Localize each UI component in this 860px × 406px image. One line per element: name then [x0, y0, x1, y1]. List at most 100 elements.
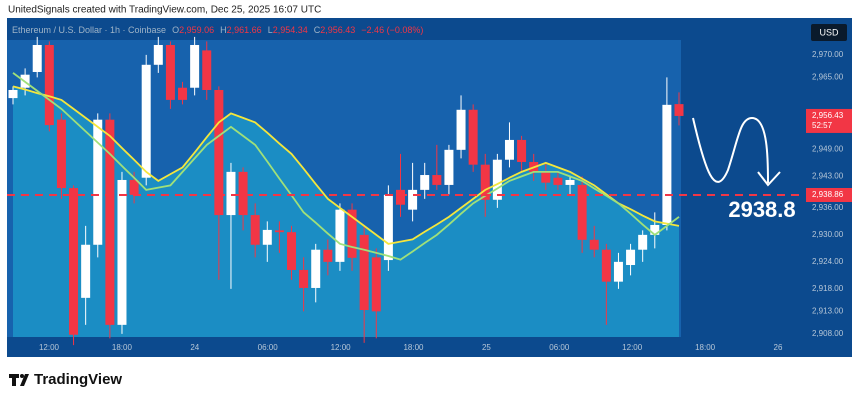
x-tick-label: 06:00	[549, 343, 570, 352]
candle-body	[153, 44, 163, 65]
legend-value: 2,959.06	[179, 25, 214, 35]
last-price-label: 2,956.43	[812, 111, 844, 120]
candle-body	[262, 229, 272, 245]
legend-label: O	[172, 25, 179, 35]
candle-body	[468, 109, 478, 165]
candle-body	[541, 171, 551, 183]
legend-value: 2,961.66	[227, 25, 262, 35]
currency-box	[811, 24, 847, 41]
candle-body	[383, 194, 393, 261]
candle-body	[626, 249, 636, 266]
legend-change: −2.46 (−0.08%)	[361, 25, 423, 35]
x-tick-label: 18:00	[112, 343, 133, 352]
symbol: Ethereum / U.S. Dollar · 1h · Coinbase	[12, 25, 166, 35]
y-tick-label: 2,930.00	[812, 230, 844, 239]
y-tick-label: 2,949.00	[812, 144, 844, 153]
candle-body	[81, 244, 91, 298]
candle-body	[287, 232, 297, 270]
annotation: 2938.8	[728, 197, 795, 222]
candle-body	[44, 44, 54, 126]
candle-body	[480, 164, 490, 200]
legend-label: L	[268, 25, 273, 35]
candle-body	[674, 104, 684, 116]
candle-body	[408, 189, 418, 210]
candle-body	[517, 139, 527, 162]
plot	[8, 36, 684, 346]
x-tick-label: 24	[190, 343, 199, 352]
candle-body	[93, 119, 103, 245]
candle-body	[178, 87, 188, 100]
y-tick-label: 2,965.00	[812, 73, 844, 82]
candle-body	[347, 209, 357, 258]
legend-value: 2,956.43	[320, 25, 355, 35]
legend-value: 2,954.34	[273, 25, 308, 35]
countdown: 52:57	[812, 121, 833, 130]
currency: USD	[819, 27, 839, 37]
candle-body	[8, 89, 18, 99]
logo-text: TradingView	[34, 371, 122, 388]
candle-body	[601, 249, 611, 282]
candle-body	[662, 104, 672, 225]
candle-body	[371, 257, 381, 312]
candle-body	[650, 224, 660, 235]
candle-body	[613, 261, 623, 282]
candle-body	[165, 44, 175, 100]
x-tick-label: 26	[774, 343, 783, 352]
arrow	[692, 116, 781, 187]
candle-body	[420, 175, 430, 190]
area	[13, 86, 679, 337]
candle-body	[274, 230, 284, 233]
y-tick-label: 2,924.00	[812, 257, 844, 266]
candle-body	[432, 175, 442, 185]
candle-body	[444, 149, 454, 185]
candle-body	[190, 44, 200, 88]
candle-body	[323, 249, 333, 262]
price-badge	[806, 188, 852, 203]
legend-label: C	[314, 25, 321, 35]
candle-body	[32, 44, 42, 72]
candle-body	[56, 119, 66, 189]
candle-body	[117, 179, 127, 325]
candle-body	[105, 119, 115, 325]
x-tick-label: 18:00	[695, 343, 716, 352]
candle-body	[577, 184, 587, 240]
candle-body	[553, 177, 563, 185]
candle-body	[589, 239, 599, 250]
x-tick-label: 18:00	[403, 343, 424, 352]
y-tick-label: 2,908.00	[812, 329, 844, 338]
candle-body	[202, 50, 212, 90]
legend: Ethereum / U.S. Dollar · 1h · Coinbase O2…	[12, 25, 423, 35]
credit: UnitedSignals created with TradingView.c…	[8, 5, 321, 16]
candle-body	[456, 109, 466, 150]
candle-body	[226, 171, 236, 216]
ma-line	[12, 85, 680, 245]
candle-body	[311, 249, 321, 288]
y-tick-label: 2,970.00	[812, 50, 844, 59]
x-tick-label: 12:00	[39, 343, 60, 352]
candle-body	[504, 139, 514, 160]
candle-body	[129, 179, 139, 195]
candle-body	[214, 89, 224, 216]
y-tick-label: 2,936.00	[812, 203, 844, 212]
candle-body	[299, 269, 309, 288]
candle-body	[492, 159, 502, 200]
candle-body	[238, 171, 248, 216]
x-tick-label: 12:00	[331, 343, 352, 352]
legend-label: H	[220, 25, 227, 35]
logo	[9, 374, 29, 386]
candle-body	[359, 234, 369, 311]
y-tick-label: 2,913.00	[812, 306, 844, 315]
candle-body	[638, 234, 648, 250]
last-price-badge	[806, 108, 852, 133]
price-badge-label: 2,938.86	[812, 190, 844, 199]
x-tick-label: 06:00	[258, 343, 279, 352]
candle-body	[335, 209, 345, 262]
ma-line	[12, 72, 680, 261]
candle-body	[565, 179, 575, 185]
x-tick-label: 12:00	[622, 343, 643, 352]
candle-body	[69, 188, 79, 335]
candle-body	[250, 215, 260, 245]
y-tick-label: 2,918.00	[812, 284, 844, 293]
